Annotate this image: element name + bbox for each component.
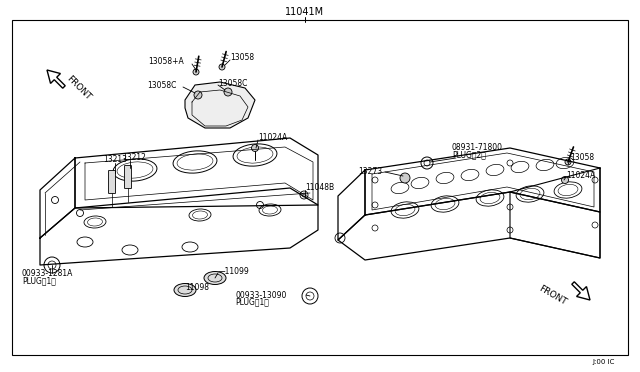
Text: FRONT: FRONT	[537, 283, 568, 307]
Text: FRONT: FRONT	[65, 74, 93, 102]
Text: 11041M: 11041M	[285, 7, 324, 17]
Text: 00933-1281A: 00933-1281A	[22, 269, 74, 279]
Circle shape	[300, 191, 308, 199]
Ellipse shape	[174, 283, 196, 296]
Text: 00933-13090: 00933-13090	[235, 291, 286, 299]
Text: 13273: 13273	[358, 167, 382, 176]
Text: 13058C: 13058C	[218, 78, 248, 87]
Text: 13058+A: 13058+A	[148, 58, 184, 67]
Text: 11048B: 11048B	[305, 183, 334, 192]
Circle shape	[44, 257, 60, 273]
Circle shape	[565, 159, 571, 165]
FancyBboxPatch shape	[109, 170, 115, 193]
Text: 13058: 13058	[230, 52, 254, 61]
Text: 11024A: 11024A	[258, 134, 287, 142]
Polygon shape	[185, 82, 255, 128]
Ellipse shape	[204, 272, 226, 285]
Text: 08931-71800: 08931-71800	[452, 144, 503, 153]
Text: —11099: —11099	[218, 267, 250, 276]
Polygon shape	[47, 70, 65, 88]
Circle shape	[219, 64, 225, 70]
Polygon shape	[572, 282, 590, 300]
Text: 13058C: 13058C	[147, 80, 177, 90]
Text: J:00 IC: J:00 IC	[592, 359, 614, 365]
Circle shape	[193, 69, 199, 75]
Circle shape	[302, 288, 318, 304]
Circle shape	[194, 91, 202, 99]
Text: PLUG（1）: PLUG（1）	[235, 298, 269, 307]
Circle shape	[335, 233, 345, 243]
Circle shape	[252, 144, 259, 151]
Text: 13213: 13213	[103, 155, 127, 164]
FancyBboxPatch shape	[125, 166, 131, 189]
Text: 11024A: 11024A	[566, 170, 595, 180]
Text: 13058: 13058	[570, 154, 594, 163]
Text: 11098: 11098	[185, 283, 209, 292]
Circle shape	[421, 157, 433, 169]
Circle shape	[561, 176, 568, 183]
Circle shape	[400, 173, 410, 183]
Text: PLUG（2）: PLUG（2）	[452, 151, 486, 160]
Text: 13212: 13212	[122, 153, 146, 161]
Circle shape	[224, 88, 232, 96]
Text: PLUG（1）: PLUG（1）	[22, 276, 56, 285]
